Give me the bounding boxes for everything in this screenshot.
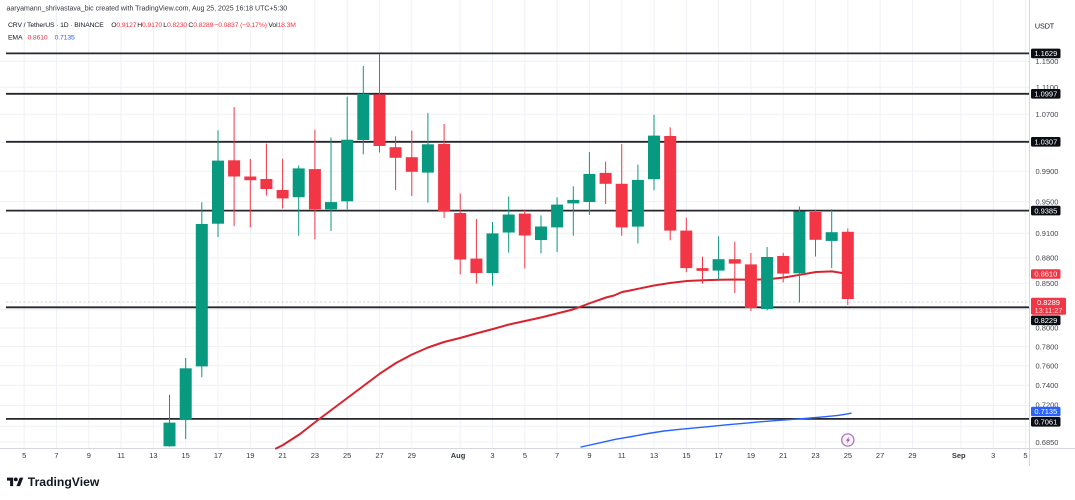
- svg-text:23: 23: [811, 451, 819, 460]
- svg-text:H0.9170: H0.9170: [137, 22, 162, 29]
- svg-text:3: 3: [490, 451, 494, 460]
- svg-text:0.7135: 0.7135: [1034, 407, 1057, 416]
- svg-text:1.1100: 1.1100: [1036, 83, 1058, 92]
- svg-text:27: 27: [375, 451, 383, 460]
- svg-text:15: 15: [182, 451, 190, 460]
- svg-text:1.0997: 1.0997: [1034, 90, 1057, 99]
- svg-text:USDT: USDT: [1035, 22, 1055, 31]
- svg-text:11: 11: [618, 451, 626, 460]
- svg-text:11: 11: [117, 451, 125, 460]
- svg-text:1.0307: 1.0307: [1034, 138, 1057, 147]
- svg-text:O0.9127: O0.9127: [111, 22, 137, 29]
- svg-text:19: 19: [246, 451, 254, 460]
- svg-text:1.1629: 1.1629: [1034, 49, 1057, 58]
- svg-text:23: 23: [311, 451, 319, 460]
- svg-text:0.7800: 0.7800: [1036, 342, 1059, 351]
- svg-text:5: 5: [523, 451, 527, 460]
- svg-text:15: 15: [682, 451, 690, 460]
- svg-text:13: 13: [650, 451, 658, 460]
- svg-text:CRV / TetherUS · 1D · BINANCE: CRV / TetherUS · 1D · BINANCE: [8, 22, 104, 29]
- svg-text:Aug: Aug: [451, 451, 466, 460]
- svg-text:3: 3: [991, 451, 995, 460]
- svg-text:0.8500: 0.8500: [1036, 279, 1059, 288]
- svg-text:−0.0837 (−9.17%): −0.0837 (−9.17%): [214, 22, 267, 29]
- svg-text:13: 13: [149, 451, 157, 460]
- svg-text:21: 21: [779, 451, 787, 460]
- svg-text:17: 17: [214, 451, 222, 460]
- svg-text:0.8000: 0.8000: [1036, 324, 1059, 333]
- svg-text:29: 29: [408, 451, 416, 460]
- svg-text:9: 9: [87, 451, 91, 460]
- svg-text:TradingView: TradingView: [28, 475, 100, 489]
- svg-text:0.7400: 0.7400: [1036, 381, 1059, 390]
- svg-text:0.8610: 0.8610: [28, 35, 48, 42]
- svg-text:19: 19: [747, 451, 755, 460]
- svg-text:0.7600: 0.7600: [1036, 361, 1059, 370]
- svg-text:7: 7: [54, 451, 58, 460]
- svg-text:5: 5: [1023, 451, 1027, 460]
- svg-text:0.7200: 0.7200: [1036, 401, 1059, 410]
- svg-text:9: 9: [587, 451, 591, 460]
- svg-text:0.9100: 0.9100: [1036, 229, 1059, 238]
- svg-text:25: 25: [343, 451, 351, 460]
- svg-text:0.8800: 0.8800: [1036, 254, 1059, 263]
- svg-text:21: 21: [278, 451, 286, 460]
- svg-text:0.7061: 0.7061: [1034, 418, 1057, 427]
- svg-text:0.7135: 0.7135: [55, 35, 75, 42]
- svg-text:25: 25: [844, 451, 852, 460]
- svg-text:aaryamann_shrivastava_bic crea: aaryamann_shrivastava_bic created with T…: [7, 5, 288, 12]
- svg-text:17: 17: [714, 451, 722, 460]
- svg-text:0.9500: 0.9500: [1036, 197, 1059, 206]
- svg-text:1.1500: 1.1500: [1036, 57, 1059, 66]
- svg-text:0.9900: 0.9900: [1036, 167, 1059, 176]
- svg-text:C0.8289: C0.8289: [188, 22, 213, 29]
- svg-text:29: 29: [908, 451, 916, 460]
- svg-text:7: 7: [555, 451, 559, 460]
- svg-text:0.8229: 0.8229: [1034, 316, 1057, 325]
- svg-text:5: 5: [22, 451, 26, 460]
- svg-text:0.8289: 0.8289: [1037, 298, 1060, 307]
- svg-text:0.9385: 0.9385: [1034, 206, 1057, 215]
- svg-text:Sep: Sep: [952, 451, 966, 460]
- svg-text:EMA: EMA: [8, 35, 23, 42]
- svg-text:13:11:27: 13:11:27: [1035, 306, 1063, 315]
- svg-text:0.6850: 0.6850: [1036, 438, 1059, 447]
- svg-text:1.0700: 1.0700: [1036, 110, 1059, 119]
- svg-text:L0.8230: L0.8230: [163, 22, 187, 29]
- svg-text:Vol18.3M: Vol18.3M: [268, 22, 296, 29]
- svg-text:27: 27: [876, 451, 884, 460]
- svg-text:0.8610: 0.8610: [1034, 270, 1057, 279]
